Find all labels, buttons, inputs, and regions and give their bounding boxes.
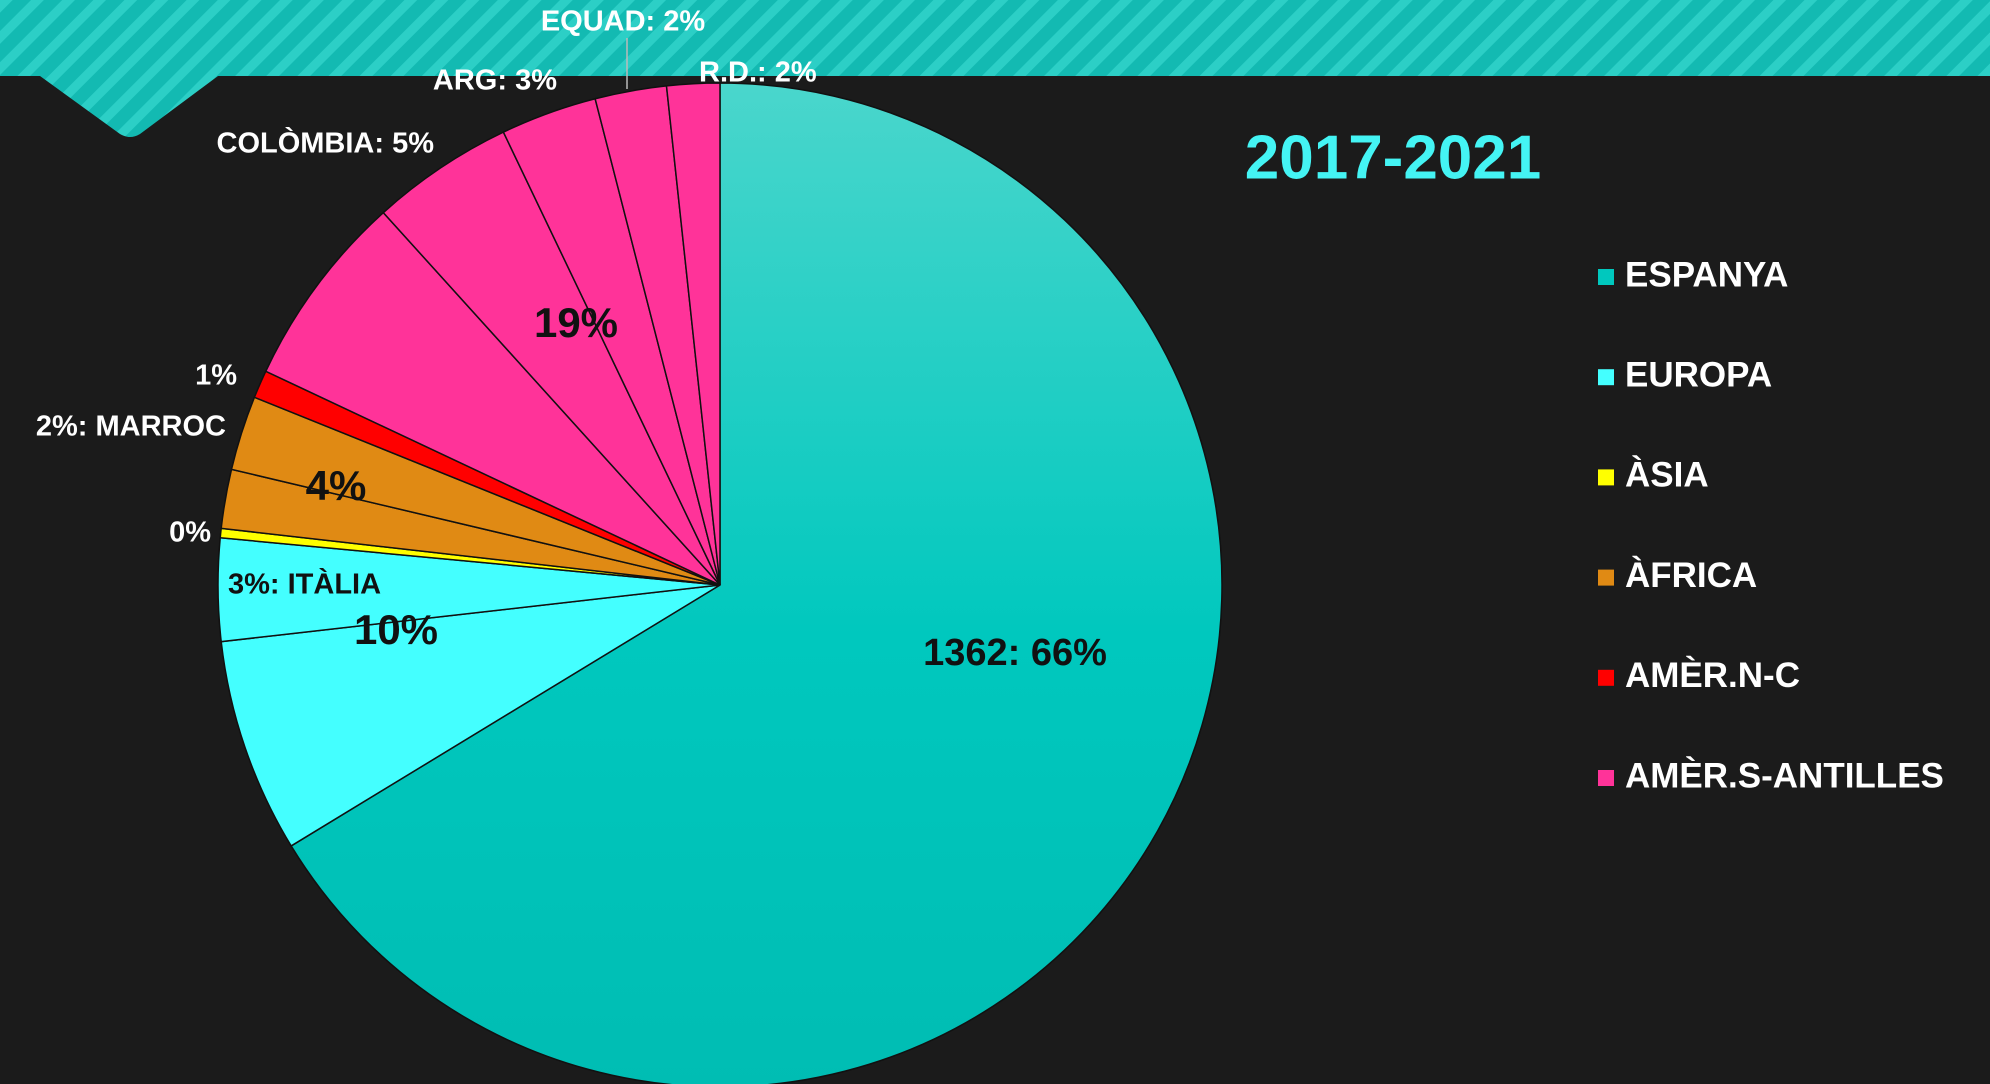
- legend-swatch: [1598, 770, 1614, 786]
- data-label: 3%: ITÀLIA: [228, 567, 381, 601]
- legend: ESPANYA EUROPA ÀSIA ÀFRICA AMÈR.N-C AMÈR.S-AN…: [1598, 255, 1944, 795]
- legend-swatch: [1598, 369, 1614, 386]
- legend-label: EUROPA: [1625, 355, 1772, 394]
- data-label: 2%: MARROC: [36, 411, 226, 443]
- pie-slice: [665, 82, 721, 586]
- legend-label: ESPANYA: [1625, 255, 1788, 294]
- legend-label: AMÈR.S-ANTILLES: [1625, 755, 1944, 795]
- group-label: 10%: [354, 606, 438, 653]
- labels: 1362: 66% 3%: ITÀLIA 10% 0% 2%: MARROC 4% 1% CO…: [36, 6, 1107, 674]
- chart-title: 2017-2021: [1245, 123, 1542, 192]
- legend-swatch: [1598, 269, 1614, 285]
- pie-slice: [220, 584, 721, 847]
- legend-label: ÀFRICA: [1625, 555, 1757, 595]
- legend-label: AMÈR.N-C: [1625, 655, 1800, 695]
- data-label: COLÒMBIA: 5%: [217, 126, 435, 160]
- pie-slice: [264, 211, 721, 586]
- pie-slice: [290, 82, 1223, 1084]
- header-band: [0, 0, 1990, 137]
- data-label: 0%: [169, 517, 211, 549]
- group-label: 19%: [534, 299, 618, 346]
- group-label: 4%: [306, 462, 367, 509]
- data-label: 1362: 66%: [923, 632, 1107, 674]
- data-label: 1%: [195, 360, 237, 392]
- data-label: ARG: 3%: [433, 65, 557, 97]
- data-label: EQUAD: 2%: [541, 6, 706, 38]
- legend-swatch: [1598, 669, 1614, 686]
- legend-label: ÀSIA: [1625, 455, 1709, 495]
- legend-swatch: [1598, 569, 1614, 586]
- legend-swatch: [1598, 469, 1614, 486]
- data-label: R.D.: 2%: [699, 57, 817, 89]
- pie: [217, 82, 1223, 1084]
